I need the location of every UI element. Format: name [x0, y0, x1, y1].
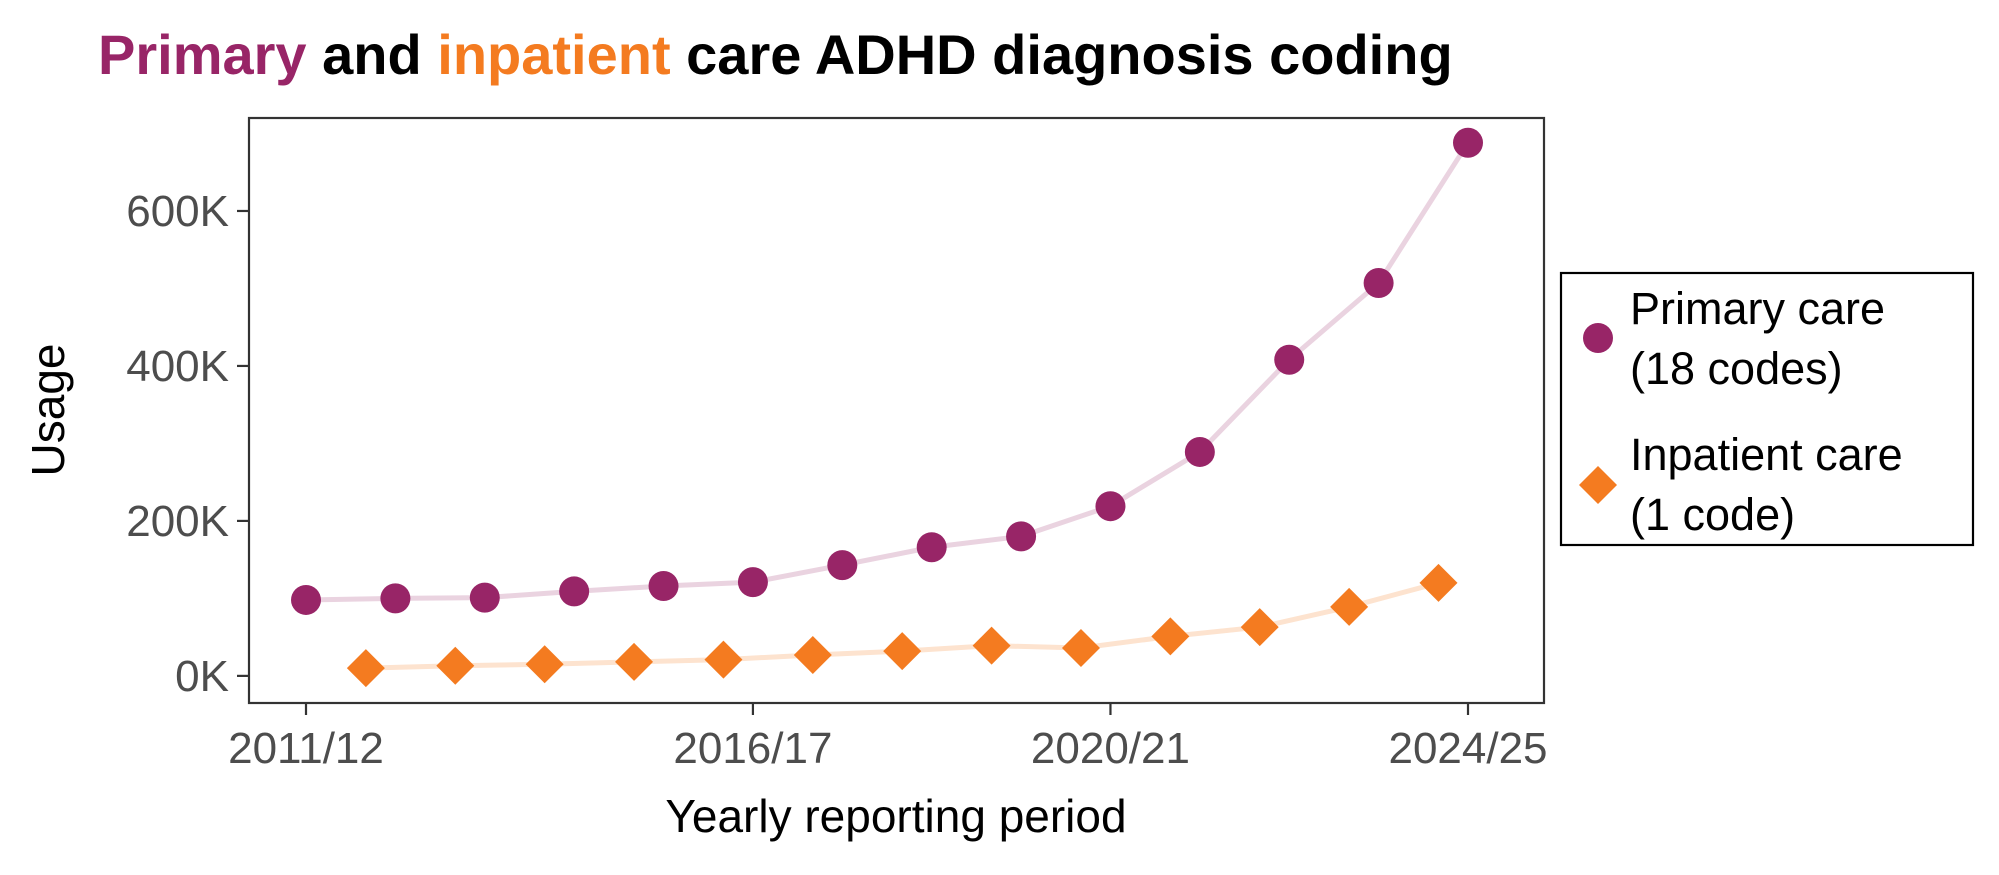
- data-point-inpatient: [883, 632, 922, 671]
- data-point-inpatient: [972, 626, 1011, 665]
- data-point-primary: [469, 582, 500, 613]
- x-tick-label: 2011/12: [228, 724, 384, 773]
- data-point-primary: [1453, 127, 1483, 158]
- data-point-inpatient: [1330, 587, 1369, 626]
- x-axis-title: Yearly reporting period: [665, 790, 1126, 842]
- data-point-primary: [291, 584, 321, 615]
- x-tick-label: 2020/21: [1031, 724, 1190, 773]
- title-part-3: care ADHD diagnosis coding: [671, 23, 1453, 86]
- y-axis-title: Usage: [22, 344, 74, 477]
- x-tick-label: 2016/17: [673, 724, 832, 773]
- y-tick-label: 600K: [126, 187, 229, 236]
- data-point-primary: [1363, 268, 1394, 299]
- data-point-inpatient: [346, 649, 385, 688]
- legend-key-primary: [1583, 323, 1613, 353]
- data-point-primary: [1095, 491, 1126, 522]
- y-tick-label: 200K: [126, 497, 229, 546]
- y-tick-label: 0K: [175, 652, 229, 701]
- legend-label: (1 code): [1630, 489, 1795, 540]
- data-point-inpatient: [615, 642, 654, 681]
- data-point-primary: [648, 571, 679, 601]
- data-point-primary: [380, 583, 411, 614]
- data-point-primary: [827, 550, 858, 581]
- data-point-inpatient: [436, 646, 475, 685]
- x-axis: 2011/12 2016/17 2020/21 2024/25: [228, 703, 1548, 773]
- y-axis: 0K 200K 400K 600K: [126, 187, 249, 701]
- legend-key-inpatient: [1579, 466, 1617, 504]
- title-part-0: Primary: [98, 23, 307, 86]
- data-point-primary: [1006, 521, 1037, 552]
- legend: Primary care (18 codes) Inpatient care (1 c…: [1559, 271, 1975, 547]
- legend-label: (18 codes): [1630, 343, 1843, 394]
- data-point-inpatient: [1061, 628, 1100, 667]
- data-point-inpatient: [1151, 617, 1190, 656]
- data-point-primary: [916, 532, 947, 563]
- x-tick-label: 2024/25: [1388, 724, 1547, 773]
- data-point-primary: [737, 567, 768, 598]
- series-layer: [291, 127, 1483, 688]
- legend-label: Inpatient care: [1630, 429, 1903, 480]
- data-point-inpatient: [793, 635, 832, 674]
- data-point-inpatient: [1240, 608, 1279, 647]
- data-point-inpatient: [1419, 563, 1458, 602]
- title-part-1: and: [307, 23, 438, 86]
- plot-panel: [247, 116, 1546, 705]
- data-point-primary: [559, 576, 590, 607]
- data-point-inpatient: [704, 640, 743, 679]
- data-point-primary: [1274, 344, 1305, 375]
- data-point-primary: [1184, 436, 1215, 467]
- legend-box: [1559, 271, 1975, 547]
- legend-label: Primary care: [1630, 283, 1885, 334]
- data-point-inpatient: [525, 645, 564, 684]
- y-tick-label: 400K: [126, 342, 229, 391]
- chart-title: Primary and inpatient care ADHD diagnosi…: [98, 23, 1453, 86]
- title-part-2: inpatient: [437, 23, 670, 86]
